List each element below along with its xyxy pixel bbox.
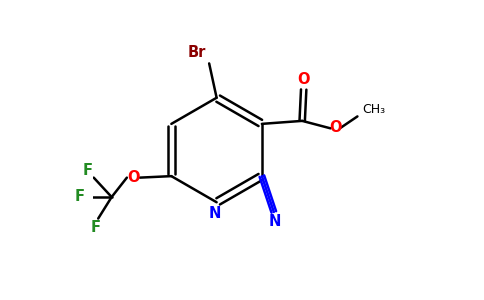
Text: O: O — [298, 72, 310, 87]
Text: F: F — [75, 189, 85, 204]
Text: Br: Br — [188, 45, 206, 60]
Text: F: F — [82, 163, 92, 178]
Text: N: N — [209, 206, 221, 221]
Text: O: O — [330, 120, 342, 135]
Text: O: O — [127, 169, 140, 184]
Text: N: N — [269, 214, 282, 229]
Text: CH₃: CH₃ — [363, 103, 385, 116]
Text: F: F — [90, 220, 100, 235]
